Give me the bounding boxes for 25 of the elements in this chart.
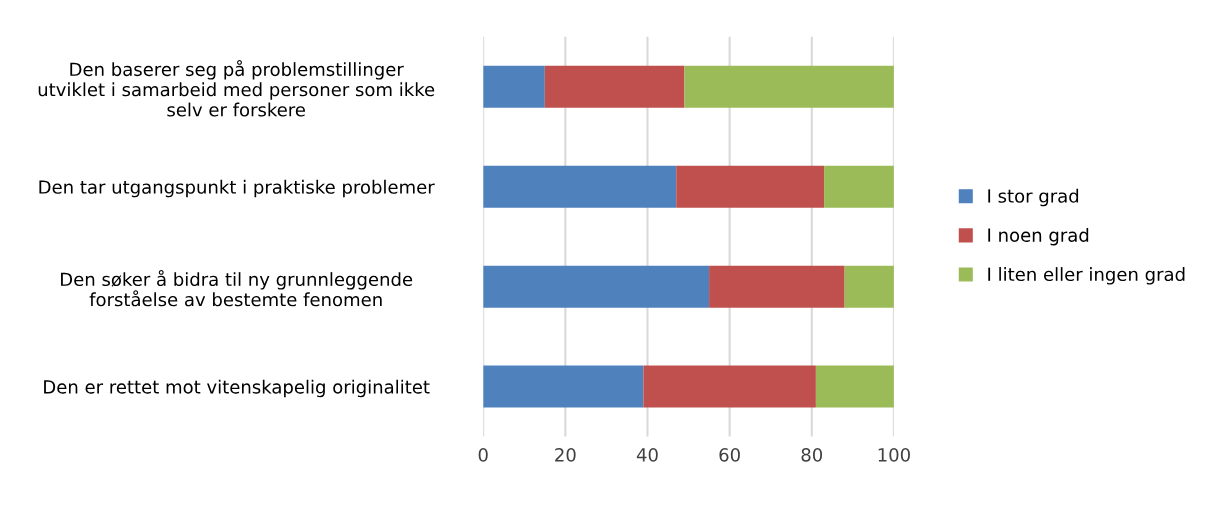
bar <box>483 265 710 308</box>
bar <box>684 65 894 108</box>
bar <box>676 165 825 208</box>
bar <box>483 165 677 208</box>
x-tick-label: 20 <box>555 448 576 462</box>
x-tick-label: 40 <box>636 448 658 462</box>
y-tick-label: Den søker å bidra til ny grunnleggende forståelse av bestemte fenomen <box>61 270 413 307</box>
bar <box>483 65 545 108</box>
x-tick-label: 0 <box>478 448 488 462</box>
x-tick-label: 60 <box>719 448 740 462</box>
y-tick-label: Den baserer seg på problemstillinger utviklet i samarbeid med personer som ikke selv er forskere <box>38 60 435 117</box>
bar <box>544 65 685 108</box>
bar <box>824 165 894 208</box>
bar <box>483 365 644 408</box>
y-tick-label: Den er rettet mot vitenskapelig originalitet <box>44 379 430 398</box>
bar <box>709 265 845 308</box>
bar <box>643 365 816 408</box>
bar <box>844 265 894 308</box>
legend-label: I noen grad <box>988 227 1089 246</box>
legend-label: I stor grad <box>988 188 1079 207</box>
legend-label: I liten eller ingen grad <box>988 267 1185 285</box>
x-tick-label: 100 <box>878 448 910 462</box>
x-tick-label: 80 <box>801 448 823 462</box>
y-tick-label: Den tar utgangspunkt i praktiske problemer <box>39 179 435 198</box>
bar <box>815 365 894 408</box>
